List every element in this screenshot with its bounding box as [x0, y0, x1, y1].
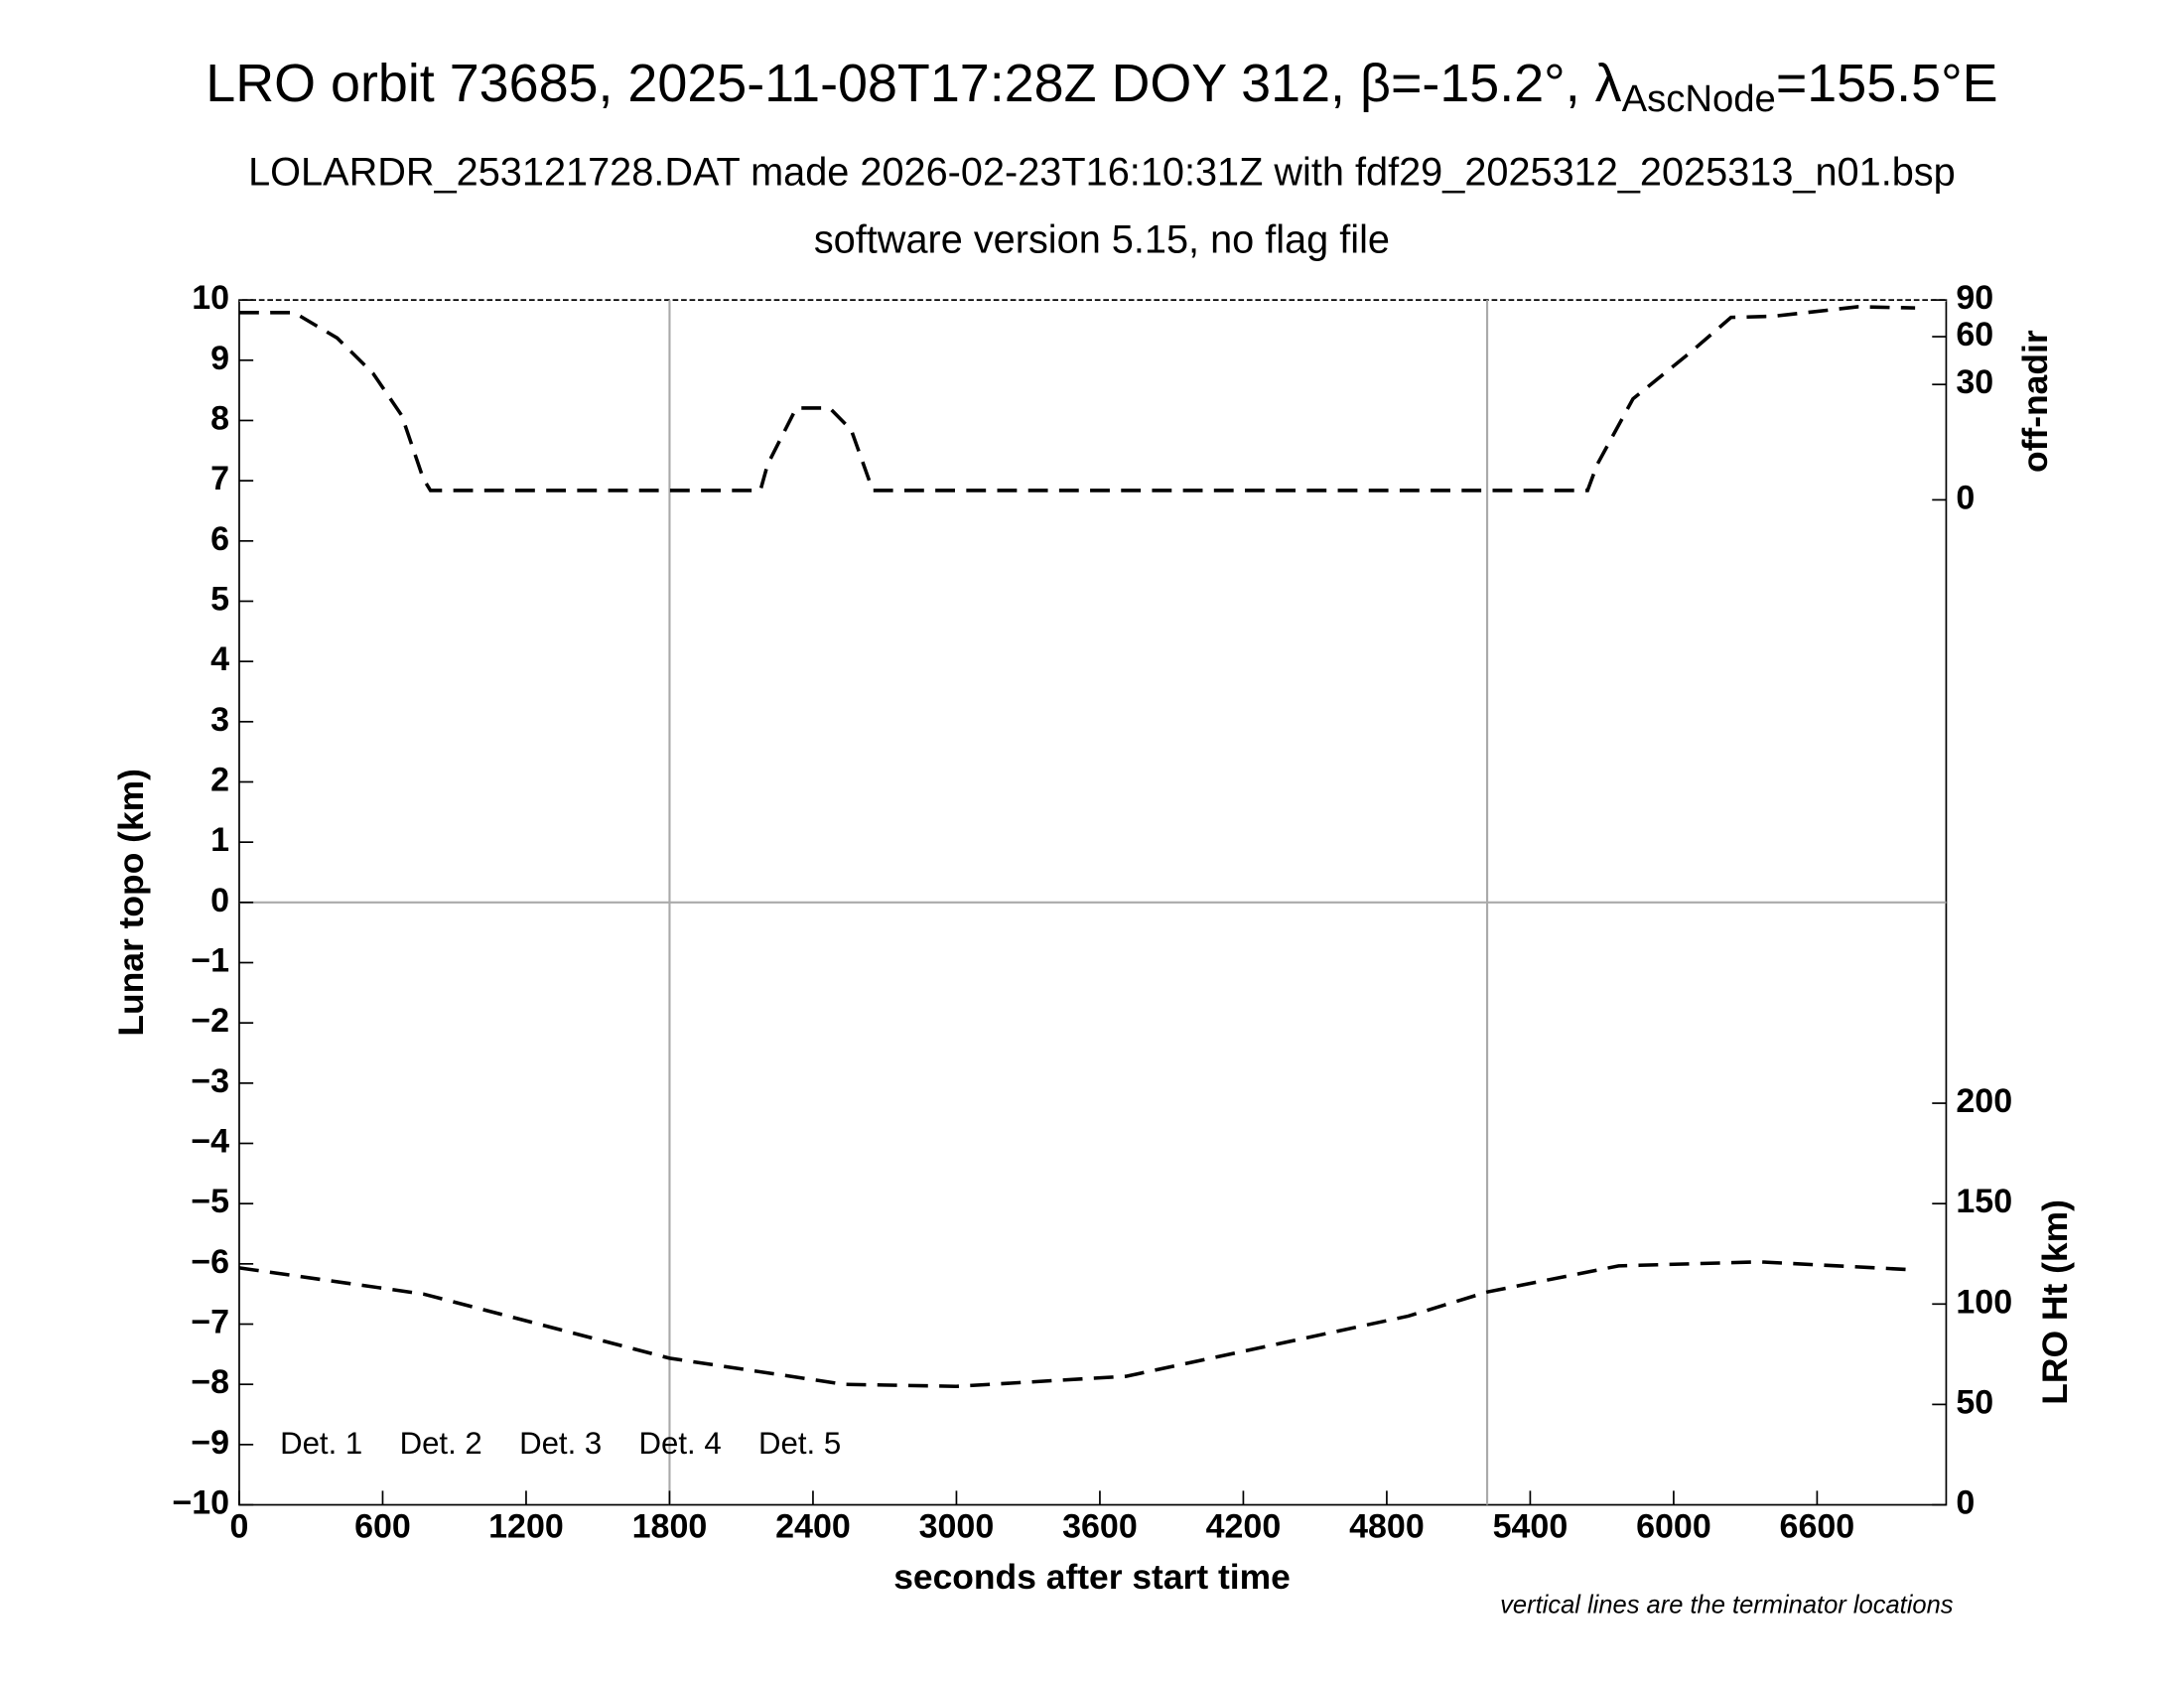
y3-tick-label: 150 [1956, 1183, 2012, 1220]
x-tick-label: 2400 [775, 1508, 851, 1546]
y-tick-label: 0 [210, 882, 229, 919]
y-tick-label: 2 [210, 761, 229, 798]
x-tick-label: 600 [354, 1508, 411, 1546]
y-tick-label: 7 [210, 460, 229, 497]
y2-tick-label: 30 [1956, 363, 1993, 401]
data-line [238, 305, 1916, 492]
x-tick-label: 5400 [1493, 1508, 1569, 1546]
x-tick-label: 4800 [1349, 1508, 1425, 1546]
x-tick-label: 4200 [1206, 1508, 1282, 1546]
y-tick-label: −6 [191, 1243, 229, 1281]
y-tick-label: −1 [191, 941, 229, 979]
title-part: LRO orbit 73685, 2025-11-08T17:28Z DOY 3… [205, 54, 1621, 113]
y-tick-label: −2 [191, 1002, 229, 1040]
y3-tick-label: 0 [1956, 1484, 1975, 1522]
y-tick-label: 10 [192, 279, 229, 317]
x-axis-label: seconds after start time [893, 1557, 1291, 1597]
y-axis-label: Lunar topo (km) [111, 769, 151, 1037]
subtitle: LOLARDR_253121728.DAT made 2026-02-23T16… [248, 150, 1956, 194]
data-line [238, 1260, 1916, 1388]
x-tick-label: 3600 [1062, 1508, 1138, 1546]
y-tick-label: 4 [210, 640, 229, 678]
y2-tick-label: 0 [1956, 479, 1975, 516]
y-tick-label: −4 [191, 1122, 229, 1160]
y-tick-label: −8 [191, 1363, 229, 1401]
x-tick-label: 0 [230, 1508, 249, 1546]
chart-title: LRO orbit 73685, 2025-11-08T17:28Z DOY 3… [205, 54, 1997, 120]
title-part: =155.5°E [1776, 54, 1998, 113]
legend-entry: Det. 4 [639, 1426, 722, 1461]
y2-tick-label: 60 [1956, 316, 1993, 353]
x-tick-label: 1800 [632, 1508, 708, 1546]
x-tick-label: 1200 [488, 1508, 564, 1546]
x-tick-label: 6600 [1780, 1508, 1855, 1546]
y3-axis-label: LRO Ht (km) [2035, 1199, 2075, 1405]
y-tick-label: 9 [210, 340, 229, 377]
y-tick-label: 8 [210, 399, 229, 437]
legend-entry: Det. 2 [400, 1426, 482, 1461]
y-tick-label: −5 [191, 1183, 229, 1220]
y2-axis-label: off-nadir [2015, 330, 2055, 473]
x-tick-label: 6000 [1636, 1508, 1711, 1546]
y-tick-label: 5 [210, 580, 229, 618]
legend-entry: Det. 1 [280, 1426, 362, 1461]
y2-tick-label: 90 [1956, 279, 1993, 317]
y-tick-label: −3 [191, 1062, 229, 1100]
y-tick-label: 6 [210, 520, 229, 558]
y-tick-label: 3 [210, 701, 229, 739]
y3-tick-label: 100 [1956, 1283, 2012, 1321]
y3-tick-label: 200 [1956, 1082, 2012, 1120]
y3-tick-label: 50 [1956, 1383, 1993, 1421]
legend-entry: Det. 3 [519, 1426, 602, 1461]
footnote: vertical lines are the terminator locati… [1500, 1591, 1954, 1618]
x-tick-label: 3000 [919, 1508, 995, 1546]
legend-entry: Det. 5 [758, 1426, 841, 1461]
subtitle: software version 5.15, no flag file [814, 217, 1390, 261]
y-tick-label: −7 [191, 1304, 229, 1341]
y-tick-label: −9 [191, 1424, 229, 1462]
y-tick-label: −10 [172, 1484, 229, 1522]
title-subscript: AscNode [1622, 77, 1776, 120]
y-tick-label: 1 [210, 821, 229, 859]
